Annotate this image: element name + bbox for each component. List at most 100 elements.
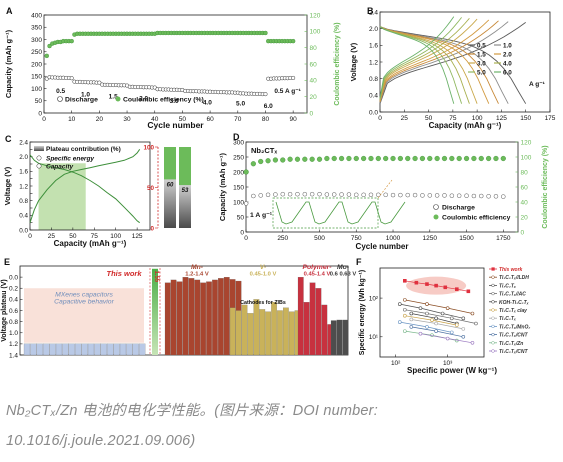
panel-b-x-tick-label: 100 <box>472 115 483 122</box>
panel-f-series-line <box>404 309 476 324</box>
panel-d-y2-tick-label: 60 <box>521 184 529 191</box>
panel-e-bar <box>119 343 127 356</box>
panel-a-ce-point <box>69 38 74 44</box>
panel-e-bar <box>259 309 266 356</box>
panel-b-y-tick-label: 0.0 <box>369 109 378 116</box>
panel-e-bar <box>200 282 206 356</box>
panel-d-discharge-point <box>251 193 256 199</box>
panel-e-bar <box>336 319 343 356</box>
panel-e-bar <box>283 307 289 356</box>
panel-label: B <box>367 6 374 16</box>
panel-e-mxene-annotation: MXenes capacitors <box>55 292 113 299</box>
panel-f-point <box>430 318 434 322</box>
panel-f-legend-label: This work <box>499 267 523 273</box>
panel-d-ce-point <box>493 155 499 162</box>
panel-d-inset-curve <box>275 201 406 225</box>
panel-d-y2-tick-label: 120 <box>521 139 532 146</box>
panel-d-discharge-point <box>331 192 337 197</box>
panel-e-bar <box>81 343 88 356</box>
panel-f-point <box>470 311 475 316</box>
panel-label: C <box>5 134 12 144</box>
panel-e-y-tick-label: 1.0 <box>9 330 18 337</box>
panel-c-charge-curve <box>29 149 141 223</box>
panel-f-frame <box>379 267 485 358</box>
panel-d-discharge-point <box>412 192 418 198</box>
panel-c-legend-swatch-plateau <box>34 146 44 151</box>
panel-b-charge-curve <box>379 20 499 103</box>
panel-c-x-tick-label: 50 <box>69 233 77 240</box>
panel-d-ylabel: Capacity (mAh g⁻¹) <box>218 152 227 221</box>
panel-d-x-tick-label: 1500 <box>459 235 474 242</box>
panel-a-y-tick-label: 50 <box>35 98 43 105</box>
panel-f-legend-label: Ti₃C₂Tₓ <box>499 316 516 322</box>
panel-c-plateau-region <box>38 163 86 230</box>
panel-c-legend-energy: Specific energy <box>46 156 94 163</box>
panel-c-y-tick-label: 0.0 <box>19 227 28 234</box>
panel-c-y-tick-label: 1.6 <box>19 169 28 176</box>
panel-f-point <box>418 331 423 336</box>
panel-b-y-tick-label: 1.2 <box>369 59 378 66</box>
panel-a-x-tick-label: 40 <box>151 116 159 123</box>
panel-d-y2-tick-label: 0 <box>521 229 525 236</box>
panel-e-bar <box>182 277 189 356</box>
panel-f-y-tick-label: 10¹ <box>369 334 378 341</box>
panel-c-inset-bar-value: 60 <box>167 182 174 188</box>
panel-f-x-tick-label: 10² <box>391 360 401 367</box>
panel-b-legend-label: 5.0 <box>477 69 486 76</box>
panel-e-bar <box>188 278 195 356</box>
panel-b-legend-title: A g⁻¹ <box>529 81 545 88</box>
panel-e-bar <box>265 311 271 356</box>
panel-a-y-tick-label: 300 <box>31 37 42 44</box>
panel-b-legend-label: 2.0 <box>503 51 512 58</box>
panel-b-charge-curve <box>379 16 455 98</box>
panel-a-y2-tick-label: 80 <box>310 45 318 52</box>
panel-d-legend-ce: Coulombic efficiency <box>442 215 511 222</box>
panel-d-x-tick-label: 1250 <box>423 235 438 242</box>
panel-e-group-name: Mo- <box>337 264 350 271</box>
panel-d-y-tick-label: 50 <box>237 214 245 221</box>
panel-c-y-tick-label: 2.4 <box>19 139 28 146</box>
panel-c-inset-tick-label: 100 <box>143 144 154 151</box>
panel-e-bar <box>43 343 50 356</box>
panel-d-xlabel: Cycle number <box>356 242 409 251</box>
panel-d-discharge-point <box>398 192 403 198</box>
panel-b-legend-label: 3.0 <box>477 60 486 67</box>
panel-d-ce-point <box>353 155 359 162</box>
panel-c-x-tick-label: 75 <box>91 233 99 240</box>
panel-e-y-tick-label: 0.2 <box>9 286 18 293</box>
panel-d: D 0 50 100 150 200 250 300 0 20 40 60 80 100 120 0 250 50… <box>218 132 549 251</box>
panel-a-y-tick-label: 200 <box>31 61 42 68</box>
panel-d-discharge-point <box>368 192 374 198</box>
panel-e-group-name: V- <box>260 264 267 271</box>
panel-f-point <box>414 280 419 285</box>
panel-d-y2-tick-label: 80 <box>521 169 529 176</box>
panel-c: C 0.0 0.4 0.8 1.2 1.6 2.0 2.4 0 25 50 75 100 125 Capac… <box>3 134 191 248</box>
panel-d-discharge-point <box>464 193 469 198</box>
panel-e-bar <box>303 302 310 356</box>
panel-e-y-tick-label: 0.0 <box>9 274 18 281</box>
panel-b-x-tick-label: 0 <box>378 115 382 122</box>
panel-b-y-tick-label: 0.4 <box>369 93 378 100</box>
panel-e-group-name: Polymer- <box>302 264 332 271</box>
panel-d-discharge-point <box>317 191 322 197</box>
panel-b-x-tick-label: 25 <box>401 115 409 122</box>
panel-f-legend-label: Ti₃C₂Tₓ/Zn <box>499 341 523 347</box>
panel-e-bar <box>55 343 63 356</box>
panel-d-y2-tick-label: 100 <box>521 154 532 161</box>
panel-a-rate-label: 0.5 <box>56 88 65 95</box>
panel-a-y2-tick-label: 100 <box>310 29 321 36</box>
panel-d-ce-point <box>272 157 279 163</box>
panel-a-xlabel: Cycle number <box>147 120 204 130</box>
panel-b-ylabel: Voltage (V) <box>349 42 358 81</box>
panel-b-discharge-curve <box>379 26 455 104</box>
panel-f: F 10² 10³ 10¹ 10² Specific power (W kg⁻¹) Spec… <box>356 257 530 375</box>
panel-c-y-tick-label: 0.4 <box>19 213 28 220</box>
panel-d-ce-point <box>463 155 470 162</box>
panel-d-x-tick-label: 500 <box>314 235 325 242</box>
panel-d-discharge-point <box>471 193 477 199</box>
panel-f-point <box>409 325 414 329</box>
panel-e-ylabel: Voltage plateau (V) <box>1 279 8 342</box>
panel-f-legend-marker <box>491 316 495 320</box>
panel-e-capacitive-annotation: Capacitive behavior <box>54 298 114 305</box>
panel-d-y-tick-label: 250 <box>233 154 244 161</box>
